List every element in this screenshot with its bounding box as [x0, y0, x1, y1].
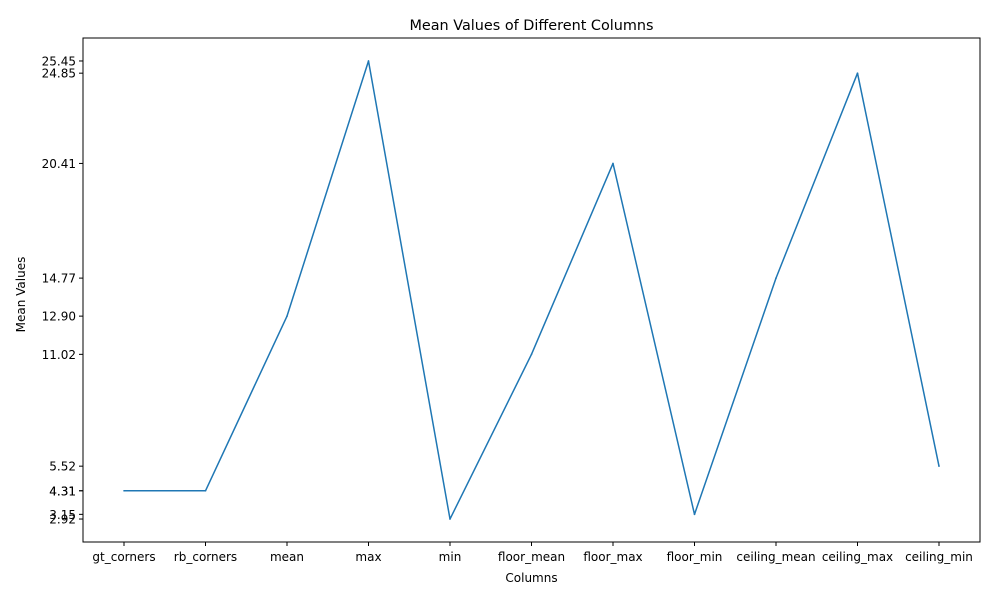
x-axis-label: Columns	[505, 571, 557, 585]
data-point	[612, 162, 614, 165]
y-tick-label: 11.02	[42, 348, 76, 362]
x-tick-label: floor_max	[583, 550, 642, 564]
y-tick-label: 25.45	[42, 54, 76, 68]
y-tick-label: 4.31	[49, 484, 76, 498]
data-point	[938, 465, 940, 467]
y-tick-label: 2.92	[49, 513, 76, 527]
data-series	[123, 60, 940, 520]
x-tick-label: gt_corners	[92, 550, 155, 564]
x-tick-label: min	[439, 550, 462, 564]
data-point	[775, 277, 777, 279]
x-tick-label: mean	[270, 550, 304, 564]
data-point	[449, 518, 451, 520]
chart-title: Mean Values of Different Columns	[409, 18, 653, 34]
y-tick-label: 5.52	[49, 460, 76, 474]
x-tick-label: ceiling_mean	[736, 550, 815, 564]
y-tick-label: 4.31	[49, 484, 76, 498]
y-axis-label: Mean Values	[14, 257, 28, 333]
plot-frame	[82, 37, 981, 543]
data-point	[856, 72, 859, 74]
y-tick-label: 14.77	[42, 272, 76, 286]
data-point	[693, 513, 696, 516]
x-tick-label: floor_mean	[498, 550, 565, 564]
data-point	[286, 315, 288, 317]
x-tick-label: ceiling_max	[822, 550, 893, 564]
y-tick-label: 24.85	[42, 67, 76, 81]
y-tick-label: 12.90	[42, 310, 76, 324]
x-tick-label: rb_corners	[174, 550, 237, 564]
data-point	[123, 489, 125, 492]
data-point	[367, 60, 370, 62]
x-tick-label: ceiling_min	[905, 550, 973, 564]
x-tick-label: max	[355, 550, 381, 564]
y-tick-label: 3.15	[49, 508, 76, 522]
axis-ticks: gt_corners rb_corners mean max min floor_mean…	[42, 54, 973, 564]
x-tick-label: floor_min	[667, 550, 723, 564]
y-tick-label: 20.41	[42, 157, 76, 171]
data-point	[204, 489, 207, 492]
data-point	[530, 353, 533, 356]
